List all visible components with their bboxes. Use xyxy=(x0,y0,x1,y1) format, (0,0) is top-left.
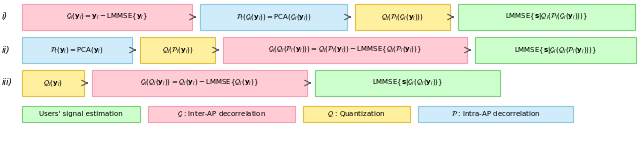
FancyBboxPatch shape xyxy=(315,70,500,96)
Text: $\mathrm{LMMSE}\{\mathbf{s}|\mathcal{G}_l(\mathcal{Q}_l(\mathcal{P}_l(\mathbf{y}: $\mathrm{LMMSE}\{\mathbf{s}|\mathcal{G}_… xyxy=(514,45,597,55)
FancyBboxPatch shape xyxy=(148,106,295,122)
Text: ii): ii) xyxy=(2,45,10,55)
FancyBboxPatch shape xyxy=(22,4,192,30)
FancyBboxPatch shape xyxy=(200,4,347,30)
Text: $\mathcal{Q}_l(\mathcal{P}_l(\mathbf{y}_l))$: $\mathcal{Q}_l(\mathcal{P}_l(\mathbf{y}_… xyxy=(162,45,193,55)
FancyBboxPatch shape xyxy=(418,106,573,122)
Text: $\mathcal{Q}_l(\mathcal{P}_l(\mathcal{G}_l(\mathbf{y}_l)))$: $\mathcal{Q}_l(\mathcal{P}_l(\mathcal{G}… xyxy=(381,12,424,22)
FancyBboxPatch shape xyxy=(22,37,132,63)
Text: iii): iii) xyxy=(2,79,13,87)
FancyBboxPatch shape xyxy=(140,37,215,63)
FancyBboxPatch shape xyxy=(475,37,636,63)
FancyBboxPatch shape xyxy=(303,106,410,122)
Text: Users' signal estimation: Users' signal estimation xyxy=(39,111,123,117)
Text: $\mathrm{LMMSE}\{\mathbf{s}|\mathcal{G}_l(\mathcal{Q}_l(\mathbf{y}_l))\}$: $\mathrm{LMMSE}\{\mathbf{s}|\mathcal{G}_… xyxy=(372,77,443,89)
Text: $\mathcal{Q}_l(\mathbf{y}_l)$: $\mathcal{Q}_l(\mathbf{y}_l)$ xyxy=(43,78,63,88)
FancyBboxPatch shape xyxy=(22,106,140,122)
FancyBboxPatch shape xyxy=(92,70,307,96)
Text: $\mathcal{G}_l(\mathbf{y}_l) = \mathbf{y}_l - \mathrm{LMMSE}\{\mathbf{y}_l\}$: $\mathcal{G}_l(\mathbf{y}_l) = \mathbf{y… xyxy=(66,12,148,22)
FancyBboxPatch shape xyxy=(22,70,84,96)
FancyBboxPatch shape xyxy=(458,4,635,30)
Text: $\mathcal{G}_l(\mathcal{Q}_l(\mathcal{P}_l(\mathbf{y}_l))) = \mathcal{Q}_l(\math: $\mathcal{G}_l(\mathcal{Q}_l(\mathcal{P}… xyxy=(268,45,422,55)
Text: $\mathcal{Q}$ : Quantization: $\mathcal{Q}$ : Quantization xyxy=(328,109,385,119)
Text: $\mathcal{P}_l(\mathcal{G}_l(\mathbf{y}_l)) = \mathrm{PCA}(\mathcal{G}_l(\mathbf: $\mathcal{P}_l(\mathcal{G}_l(\mathbf{y}_… xyxy=(236,12,312,22)
Text: $\mathcal{G}$ : Inter-AP decorrelation: $\mathcal{G}$ : Inter-AP decorrelation xyxy=(177,109,266,119)
Text: $\mathcal{P}_l(\mathbf{y}_l) = \mathrm{PCA}(\mathbf{y}_l)$: $\mathcal{P}_l(\mathbf{y}_l) = \mathrm{P… xyxy=(50,45,104,55)
FancyBboxPatch shape xyxy=(355,4,450,30)
FancyBboxPatch shape xyxy=(223,37,467,63)
Text: $\mathrm{LMMSE}\{\mathbf{s}|\mathcal{Q}_l(\mathcal{P}_l(\mathcal{G}_l(\mathbf{y}: $\mathrm{LMMSE}\{\mathbf{s}|\mathcal{Q}_… xyxy=(505,12,588,22)
Text: $\mathcal{G}_l(\mathcal{Q}_l(\mathbf{y}_l)) = \mathcal{Q}_l(\mathbf{y}_l) - \mat: $\mathcal{G}_l(\mathcal{Q}_l(\mathbf{y}_… xyxy=(140,78,259,88)
Text: $\mathcal{P}$ : Intra-AP decorrelation: $\mathcal{P}$ : Intra-AP decorrelation xyxy=(451,109,540,118)
Text: i): i) xyxy=(2,12,8,22)
